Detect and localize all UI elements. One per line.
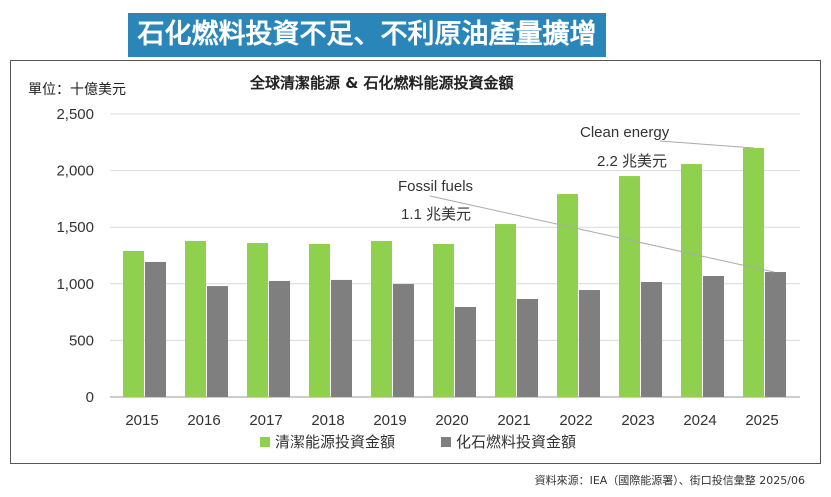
clean-energy-bar [557, 194, 578, 397]
clean-energy-bar [433, 243, 454, 397]
y-tick-label: 1,000 [56, 276, 94, 293]
y-tick-label: 2,500 [56, 106, 94, 123]
clean-energy-bar [371, 241, 392, 397]
fossil-fuel-bar [765, 272, 786, 397]
fossil-fuel-bar [331, 279, 352, 397]
fossil-fuel-bar [269, 280, 290, 397]
clean-energy-bar [185, 241, 206, 397]
x-tick-label: 2015 [125, 412, 158, 429]
y-tick-label: 2,000 [56, 163, 94, 180]
clean-energy-bar [309, 243, 330, 397]
annotation-leader-line [429, 195, 775, 273]
y-axis-unit-label: 單位：十億美元 [28, 82, 126, 98]
x-tick-label: 2016 [187, 412, 220, 429]
y-tick-label: 0 [86, 389, 94, 406]
chart-frame [10, 60, 821, 464]
fossil-fuel-bar [579, 290, 600, 397]
chart-title: 全球清潔能源 & 石化燃料能源投資金額 [250, 74, 514, 92]
clean-energy-bar [619, 176, 640, 397]
clean-energy-bar [495, 224, 516, 397]
legend-swatch-clean-energy [260, 437, 270, 447]
clean-energy-bar [247, 243, 268, 397]
x-tick-label: 2023 [621, 412, 654, 429]
legend-label: 清潔能源投資金額 [275, 433, 395, 451]
clean-energy-bar [681, 164, 702, 397]
source-note: 資料來源：IEA（國際能源署）、街口投信彙整 2025/06 [534, 474, 805, 487]
x-tick-label: 2018 [311, 412, 344, 429]
annotation-label: Clean energy [580, 124, 670, 141]
fossil-fuel-bar [145, 261, 166, 397]
x-tick-label: 2020 [435, 412, 468, 429]
annotation-label: Fossil fuels [398, 178, 473, 195]
fossil-fuel-bar [641, 281, 662, 397]
fossil-fuel-bar [703, 275, 724, 397]
y-tick-label: 1,500 [56, 219, 94, 236]
fossil-fuel-bar [207, 286, 228, 397]
fossil-fuel-bar [393, 284, 414, 397]
x-tick-label: 2025 [745, 412, 778, 429]
x-tick-label: 2024 [683, 412, 716, 429]
x-tick-label: 2017 [249, 412, 282, 429]
page-banner-title: 石化燃料投資不足、不利原油產量擴增 [128, 13, 606, 57]
annotation-value: 2.2 兆美元 [597, 153, 667, 170]
x-tick-label: 2021 [497, 412, 530, 429]
y-tick-label: 500 [69, 332, 94, 349]
x-tick-label: 2019 [373, 412, 406, 429]
clean-energy-bar [743, 147, 764, 397]
x-tick-label: 2022 [559, 412, 592, 429]
fossil-fuel-bar [455, 307, 476, 397]
fossil-fuel-bar [517, 298, 538, 397]
annotation-leader-line [659, 140, 755, 149]
clean-energy-bar [123, 250, 144, 397]
legend-label: 化石燃料投資金額 [456, 433, 576, 451]
annotation-value: 1.1 兆美元 [401, 206, 471, 223]
legend-swatch-fossil-fuel [441, 437, 451, 447]
